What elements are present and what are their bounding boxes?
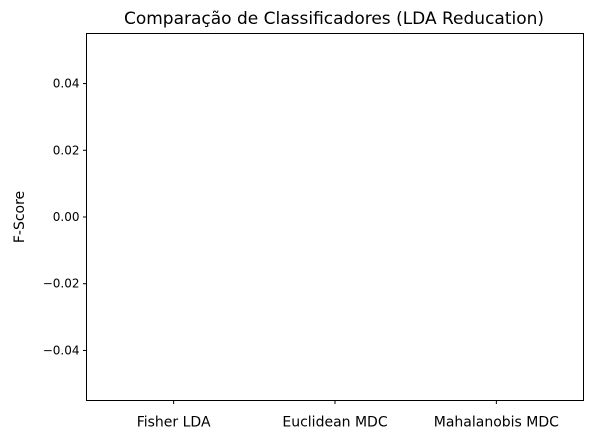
x-tick-label: Fisher LDA (137, 415, 211, 431)
y-axis-label: F-Score (12, 191, 28, 243)
y-tick-label: 0.04 (53, 77, 80, 91)
y-tick-label: −0.04 (43, 343, 80, 357)
y-tick-label: 0.00 (53, 210, 80, 224)
x-axis-ticks: Fisher LDA Euclidean MDC Mahalanobis MDC (137, 400, 559, 431)
y-tick-label: −0.02 (43, 277, 80, 291)
plot-area-frame (86, 33, 584, 401)
x-tick-label: Euclidean MDC (282, 415, 387, 431)
y-tick-label: 0.02 (53, 143, 80, 157)
chart-title: Comparação de Classificadores (LDA Reduc… (124, 9, 544, 29)
y-axis-ticks: −0.04 −0.02 0.00 0.02 0.04 (43, 77, 87, 357)
x-tick-label: Mahalanobis MDC (434, 415, 559, 431)
